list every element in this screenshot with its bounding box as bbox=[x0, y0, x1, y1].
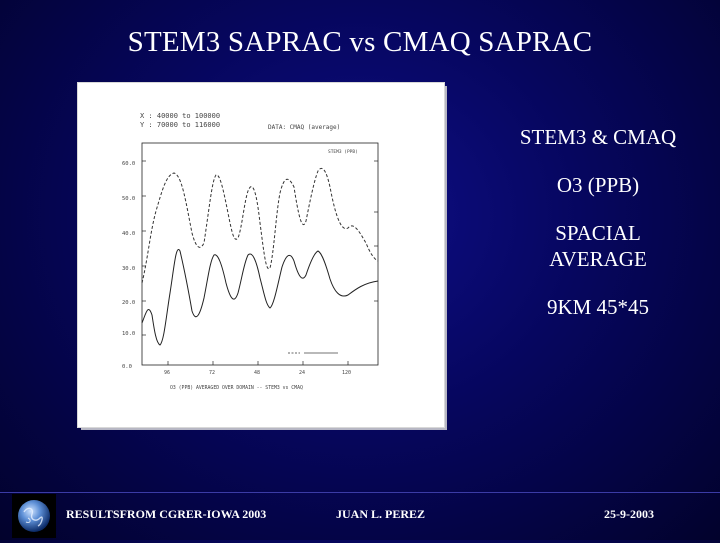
globe-logo bbox=[12, 494, 56, 538]
x-tick-label: 48 bbox=[254, 370, 260, 376]
y-tick-label: 0.0 bbox=[122, 364, 132, 370]
plot-caption: O3 (PPB) AVERAGED OVER DOMAIN -- STEM3 v… bbox=[170, 385, 303, 391]
plot-legend-line: STEM3 (PPB) bbox=[328, 149, 358, 155]
bullet-item: SPACIAL AVERAGE bbox=[549, 221, 647, 271]
y-tick-label: 60.0 bbox=[122, 161, 135, 167]
ozone-timeseries-plot: X : 40000 to 100000 Y : 70000 to 116000 … bbox=[122, 112, 379, 391]
bullet-item: STEM3 & CMAQ bbox=[519, 125, 677, 149]
series-stem3-curve bbox=[141, 167, 379, 284]
plot-figure: X : 40000 to 100000 Y : 70000 to 116000 … bbox=[77, 82, 445, 428]
footer-left: RESULTSFROM CGRER-IOWA 2003 bbox=[66, 507, 267, 521]
y-tick-label: 30.0 bbox=[122, 266, 135, 272]
y-tick-label: 40.0 bbox=[122, 231, 135, 237]
plot-header-line-2: Y : 70000 to 116000 bbox=[140, 121, 220, 129]
x-tick-label: 120 bbox=[342, 370, 351, 376]
x-tick-label: 24 bbox=[299, 370, 305, 376]
bullet-item: 9KM 45*45 bbox=[546, 295, 650, 319]
series-cmaq-curve bbox=[141, 248, 379, 346]
bullet-item: O3 (PPB) bbox=[556, 173, 640, 197]
plot-frame bbox=[141, 142, 379, 366]
globe-icon bbox=[18, 500, 50, 532]
y-tick-label: 50.0 bbox=[122, 196, 135, 202]
plot-header-line-3: DATA: CMAQ (average) bbox=[268, 124, 340, 131]
footer-divider bbox=[0, 492, 720, 493]
slide-title: STEM3 SAPRAC vs CMAQ SAPRAC bbox=[127, 26, 593, 58]
bullet-list: STEM3 & CMAQ O3 (PPB) SPACIAL AVERAGE 9K… bbox=[470, 124, 720, 342]
y-tick-label: 20.0 bbox=[122, 300, 135, 306]
footer-center: JUAN L. PEREZ bbox=[336, 507, 426, 521]
x-tick-label: 72 bbox=[209, 370, 215, 376]
y-tick-label: 10.0 bbox=[122, 331, 135, 337]
plot-header-line-1: X : 40000 to 100000 bbox=[140, 112, 220, 120]
footer-right: 25-9-2003 bbox=[604, 507, 654, 521]
x-tick-label: 96 bbox=[164, 370, 170, 376]
